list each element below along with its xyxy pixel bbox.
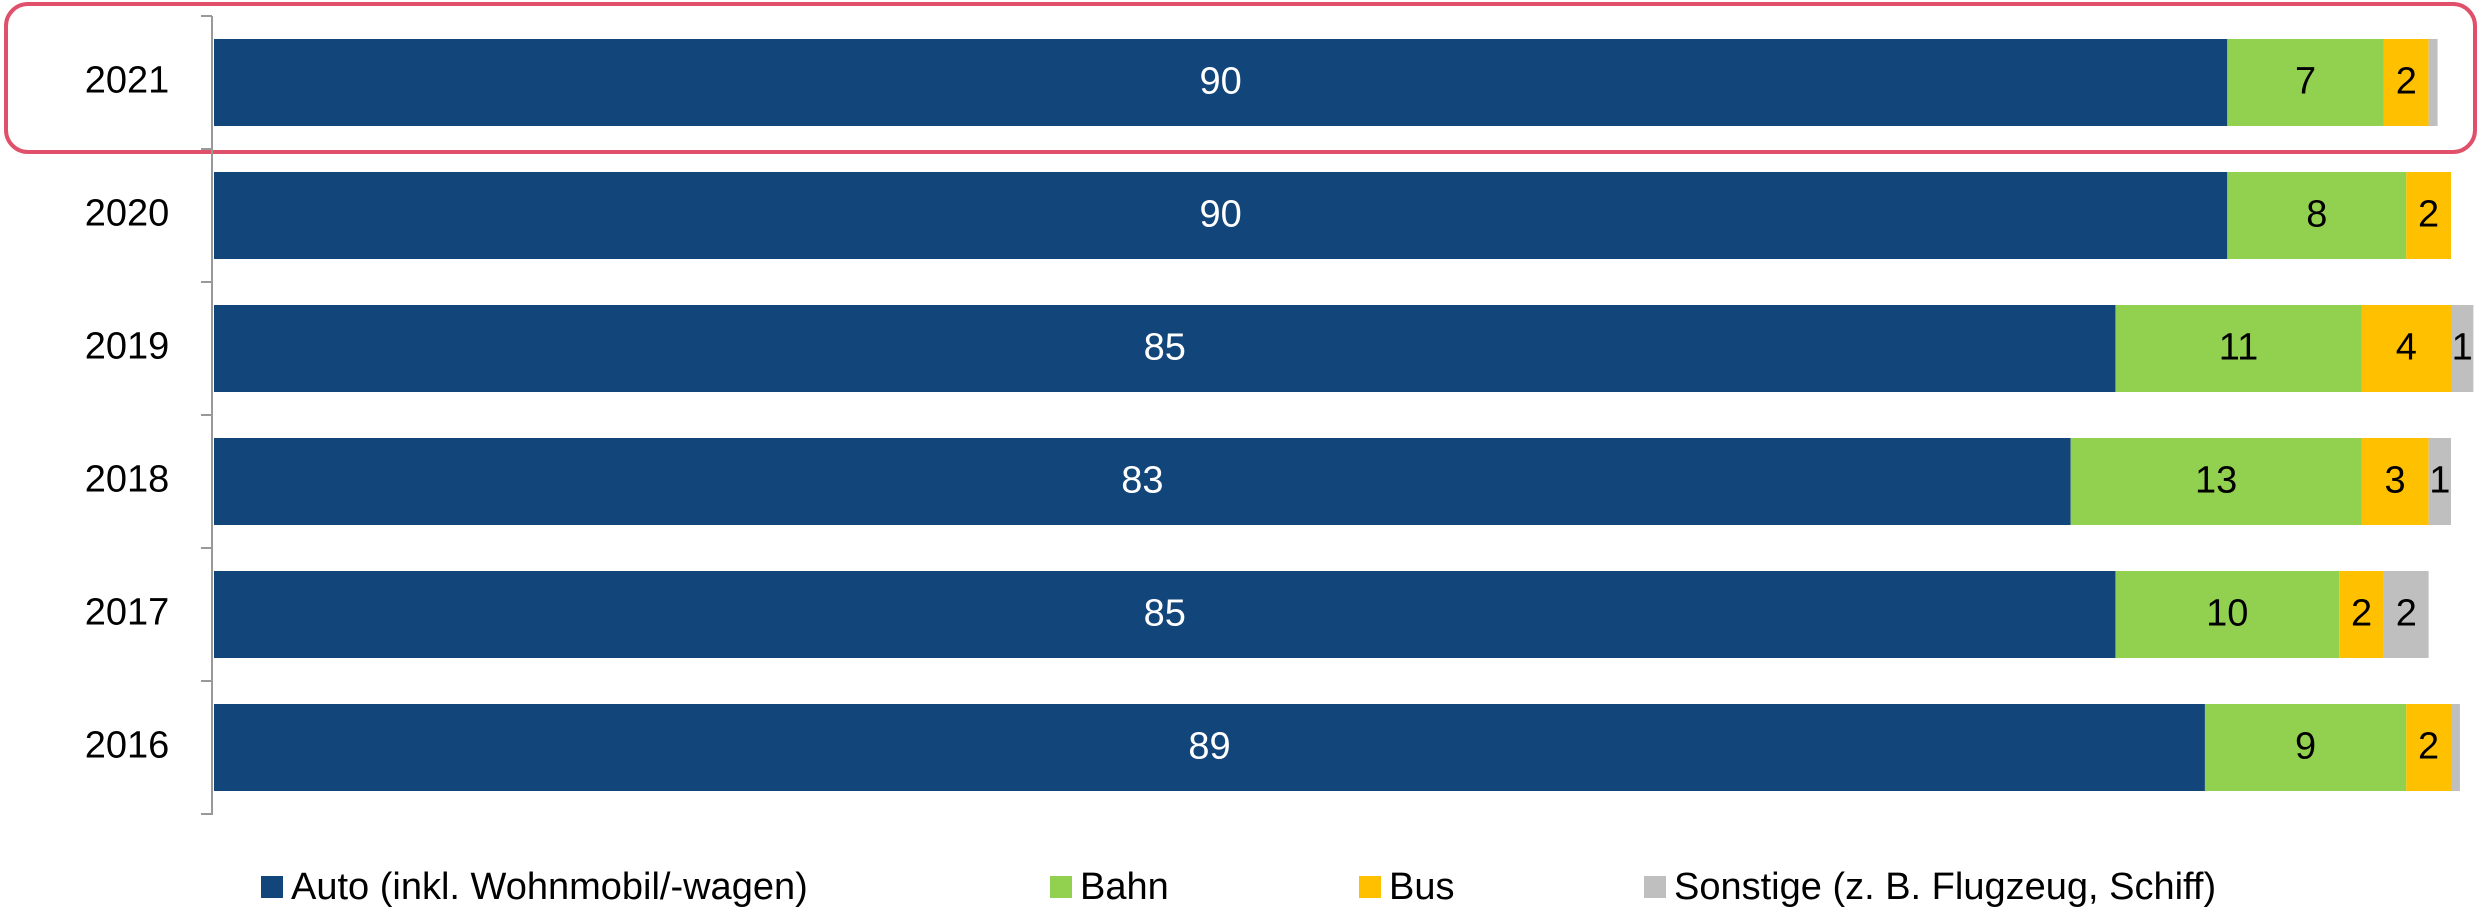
bar-segment <box>214 438 2071 525</box>
data-label: 1 <box>2452 327 2473 369</box>
bar-segment <box>214 305 2116 392</box>
bar-segment <box>2361 305 2451 392</box>
bar-segment <box>2227 172 2407 259</box>
bar-segment <box>2227 39 2384 126</box>
data-label: 2 <box>2418 726 2439 768</box>
bar-segment <box>2451 704 2460 791</box>
bar-segment <box>2070 438 2362 525</box>
y-tick-label: 2020 <box>85 193 170 235</box>
data-label: 10 <box>2206 593 2248 635</box>
data-label: 4 <box>2396 327 2417 369</box>
y-tick-label: 2016 <box>85 725 170 767</box>
legend-label: Bahn <box>1080 866 1169 908</box>
bar-segment <box>214 571 2116 658</box>
data-label: 2 <box>2396 593 2417 635</box>
legend-swatch <box>261 876 283 898</box>
bar-segment <box>214 704 2205 791</box>
bar-segment <box>2428 438 2451 525</box>
data-label: 89 <box>1188 726 1230 768</box>
bar-segment <box>2406 172 2451 259</box>
legend-label: Sonstige (z. B. Flugzeug, Schiff) <box>1674 866 2216 908</box>
y-tick-label: 2019 <box>85 326 170 368</box>
data-label: 2 <box>2418 194 2439 236</box>
data-label: 85 <box>1144 593 1186 635</box>
bar-segment <box>2451 305 2474 392</box>
data-label: 2 <box>2396 61 2417 103</box>
bar-segment <box>2115 571 2340 658</box>
data-label: 90 <box>1200 61 1242 103</box>
data-label: 11 <box>2219 327 2258 369</box>
bar-segment <box>2361 438 2429 525</box>
y-tick-label: 2021 <box>85 60 170 102</box>
bar-segment <box>2115 305 2362 392</box>
data-label: 7 <box>2295 61 2316 103</box>
data-label: 9 <box>2295 726 2316 768</box>
bar-segment <box>2204 704 2407 791</box>
data-label: 8 <box>2306 194 2327 236</box>
data-label: 2 <box>2351 593 2372 635</box>
bar-segment <box>214 39 2228 126</box>
bar-segment <box>214 172 2228 259</box>
data-label: 85 <box>1144 327 1186 369</box>
bar-segment <box>2428 39 2438 126</box>
legend-swatch <box>1644 876 1666 898</box>
bar-segment <box>2406 704 2451 791</box>
bar-segment <box>2339 571 2384 658</box>
bar-segment <box>2383 571 2429 658</box>
data-label: 3 <box>2385 460 2406 502</box>
legend-swatch <box>1050 876 1072 898</box>
legend-label: Auto (inkl. Wohnmobil/-wagen) <box>291 866 808 908</box>
data-label: 83 <box>1121 460 1163 502</box>
data-label: 13 <box>2195 460 2237 502</box>
legend-swatch <box>1359 876 1381 898</box>
bar-segment <box>2383 39 2429 126</box>
legend-label: Bus <box>1389 866 1454 908</box>
highlight-box <box>4 2 2477 154</box>
data-label: 90 <box>1200 194 1242 236</box>
data-label: 1 <box>2429 460 2450 502</box>
y-tick-label: 2018 <box>85 459 170 501</box>
y-tick-label: 2017 <box>85 592 170 634</box>
